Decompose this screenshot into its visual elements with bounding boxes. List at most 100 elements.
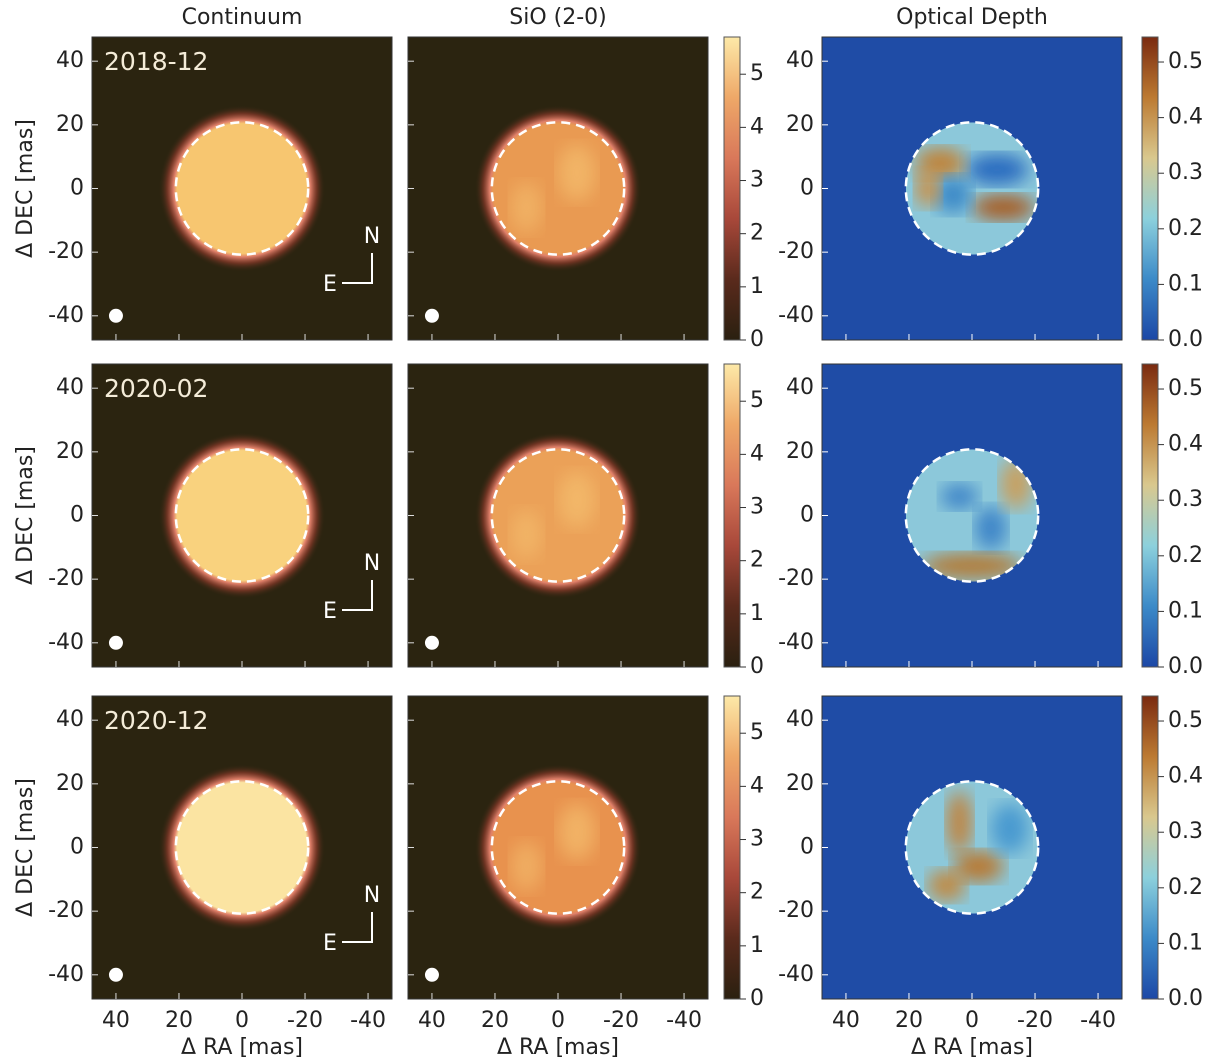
colorbar-tick-label: 0 xyxy=(750,327,764,352)
colorbar-tick-label: 0.4 xyxy=(1168,432,1203,457)
beam xyxy=(109,309,123,323)
colorbar-tick-label: 0.2 xyxy=(1168,216,1203,241)
colorbar-tick-label: 3 xyxy=(750,168,764,193)
panel xyxy=(822,696,1122,999)
colorbar-tick-label: 0.5 xyxy=(1168,708,1203,733)
colorbar-tick-label: 5 xyxy=(750,61,764,86)
colorbar-tick-label: 0.3 xyxy=(1168,487,1203,512)
x-tick-label: -40 xyxy=(1080,1008,1116,1033)
colorbar-tick-label: 0.1 xyxy=(1168,930,1203,955)
x-tick-label: -20 xyxy=(1017,1008,1053,1033)
y-tick-label: -20 xyxy=(778,239,814,264)
x-tick-label: 20 xyxy=(165,1008,193,1033)
colorbar xyxy=(724,696,740,999)
beam xyxy=(109,968,123,982)
y-tick-label: 40 xyxy=(786,375,814,400)
stellar-disk xyxy=(475,432,642,599)
colorbar-tick-label: 3 xyxy=(750,827,764,852)
compass-east: E xyxy=(323,272,337,297)
y-tick-label: -20 xyxy=(48,898,84,923)
colorbar-tick-label: 2 xyxy=(750,548,764,573)
figure: ContinuumSiO (2-0)Optical Depth40200-20-… xyxy=(0,0,1218,1064)
y-tick-label: -20 xyxy=(48,239,84,264)
y-tick-label: 0 xyxy=(800,176,814,201)
texture xyxy=(558,471,596,528)
depth-feature xyxy=(991,803,1029,853)
panel xyxy=(92,696,392,999)
panel xyxy=(408,364,708,667)
stellar-disk xyxy=(159,764,326,931)
compass-north: N xyxy=(364,883,380,908)
y-tick-label: 40 xyxy=(786,707,814,732)
y-tick-label: -40 xyxy=(778,303,814,328)
colorbar xyxy=(724,37,740,340)
y-tick-label: 0 xyxy=(70,176,84,201)
beam xyxy=(425,968,439,982)
colorbar-tick-label: 3 xyxy=(750,495,764,520)
colorbar-tick-label: 4 xyxy=(750,114,764,139)
x-axis-label: Δ RA [mas] xyxy=(497,1035,619,1060)
panel xyxy=(92,364,392,667)
colorbar-tick-label: 4 xyxy=(750,773,764,798)
depth-feature xyxy=(966,154,1029,186)
texture xyxy=(558,144,596,201)
colorbar-tick-label: 0.0 xyxy=(1168,327,1203,352)
colorbar-tick-label: 0.2 xyxy=(1168,543,1203,568)
y-tick-label: 40 xyxy=(56,375,84,400)
y-tick-label: 20 xyxy=(786,439,814,464)
y-tick-label: 40 xyxy=(786,48,814,73)
beam xyxy=(425,636,439,650)
colorbar-tick-label: 0 xyxy=(750,986,764,1011)
compass-east: E xyxy=(323,931,337,956)
stellar-disk xyxy=(475,764,642,931)
y-tick-label: -20 xyxy=(48,566,84,591)
panel xyxy=(408,37,708,340)
y-tick-label: 40 xyxy=(56,707,84,732)
y-tick-label: 0 xyxy=(70,503,84,528)
colorbar-tick-label: 5 xyxy=(750,388,764,413)
colorbar-tick-label: 0.5 xyxy=(1168,376,1203,401)
x-tick-label: 0 xyxy=(965,1008,979,1033)
x-axis-label: Δ RA [mas] xyxy=(181,1035,303,1060)
colorbar-tick-label: 0.0 xyxy=(1168,986,1203,1011)
colorbar xyxy=(724,364,740,667)
x-tick-label: -20 xyxy=(287,1008,323,1033)
panel xyxy=(822,364,1122,667)
colorbar-tick-label: 0.3 xyxy=(1168,160,1203,185)
depth-feature xyxy=(915,170,940,208)
y-tick-label: 40 xyxy=(56,48,84,73)
beam xyxy=(425,309,439,323)
depth-feature xyxy=(947,791,972,854)
colorbar-tick-label: 1 xyxy=(750,933,764,958)
x-tick-label: 40 xyxy=(418,1008,446,1033)
y-tick-label: 20 xyxy=(786,771,814,796)
panel xyxy=(408,696,708,999)
epoch-label: 2020-02 xyxy=(104,374,208,403)
colorbar-tick-label: 5 xyxy=(750,720,764,745)
depth-feature xyxy=(940,484,978,509)
y-tick-label: 0 xyxy=(800,835,814,860)
texture xyxy=(558,803,596,860)
colorbar-tick-label: 0 xyxy=(750,654,764,679)
stellar-disk xyxy=(159,105,326,272)
colorbar-tick-label: 2 xyxy=(750,880,764,905)
colorbar-tick-label: 0.4 xyxy=(1168,105,1203,130)
y-tick-label: -40 xyxy=(778,962,814,987)
y-axis-label: Δ DEC [mas] xyxy=(13,119,38,258)
colorbar-tick-label: 0.2 xyxy=(1168,875,1203,900)
texture xyxy=(511,182,543,232)
y-tick-label: -40 xyxy=(778,630,814,655)
colorbar-tick-label: 4 xyxy=(750,441,764,466)
epoch-label: 2020-12 xyxy=(104,706,208,735)
y-tick-label: 20 xyxy=(786,112,814,137)
y-axis-label: Δ DEC [mas] xyxy=(13,446,38,585)
y-tick-label: 20 xyxy=(56,771,84,796)
colorbar-tick-label: 0.4 xyxy=(1168,764,1203,789)
column-title: SiO (2-0) xyxy=(509,5,607,30)
texture xyxy=(511,509,543,559)
column-title: Continuum xyxy=(182,5,303,30)
column-title: Optical Depth xyxy=(896,5,1048,30)
y-tick-label: -40 xyxy=(48,303,84,328)
compass-east: E xyxy=(323,599,337,624)
x-tick-label: 40 xyxy=(102,1008,130,1033)
